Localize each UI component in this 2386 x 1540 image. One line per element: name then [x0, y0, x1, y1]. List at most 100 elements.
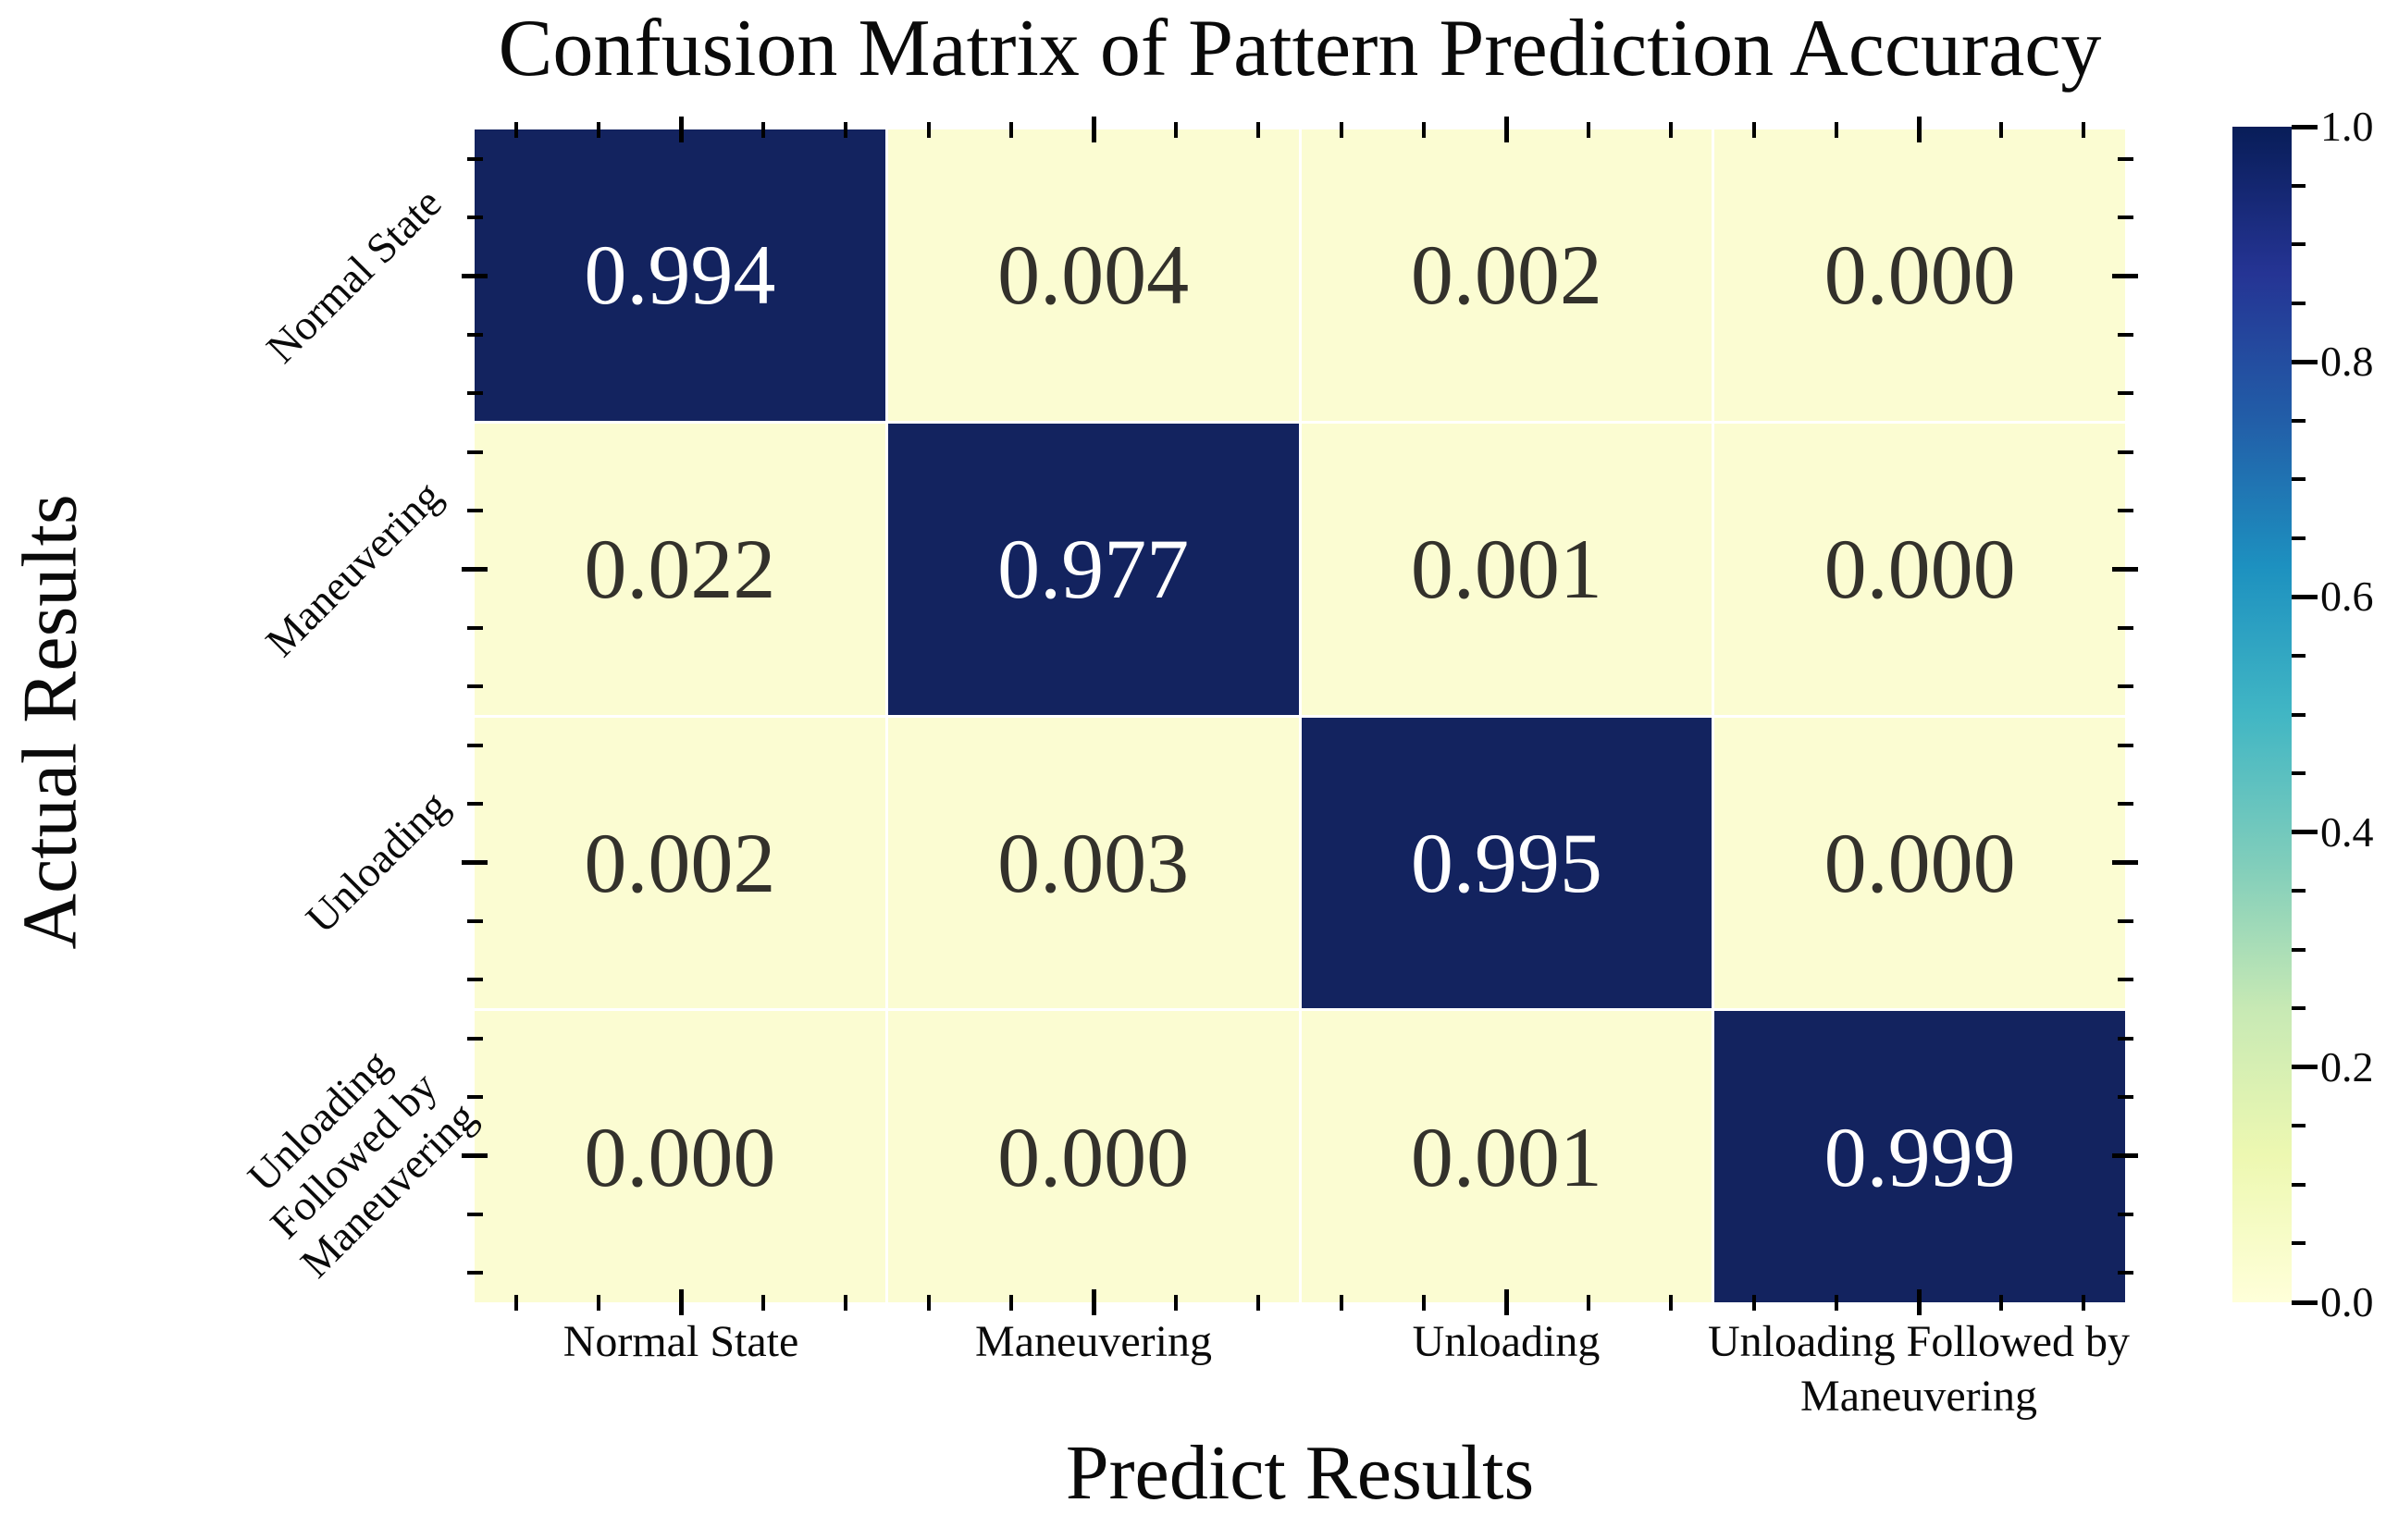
row-label: Normal State: [257, 179, 451, 373]
axis-tick: [1091, 1289, 1096, 1315]
axis-tick: [513, 121, 518, 138]
matrix-cell: 0.002: [1301, 129, 1712, 421]
matrix-cell: 0.000: [1714, 129, 2125, 421]
matrix-cell: 0.002: [475, 717, 885, 1009]
axis-tick: [2112, 860, 2138, 865]
axis-tick: [1834, 1294, 1838, 1311]
axis-tick: [2117, 625, 2133, 630]
matrix-cell: 0.999: [1714, 1011, 2125, 1302]
axis-tick: [1669, 1294, 1674, 1311]
colorbar-tick: [2292, 771, 2306, 776]
axis-tick: [1587, 1294, 1591, 1311]
colorbar-tick: [2292, 1241, 2306, 1246]
matrix-cell: 0.977: [887, 423, 1299, 715]
matrix-cell: 0.000: [1714, 423, 2125, 715]
colorbar-tick: [2292, 183, 2306, 188]
colorbar-tick-label: 0.6: [2320, 573, 2374, 621]
colorbar-tick: [2292, 242, 2306, 247]
colorbar-tick: [2292, 124, 2318, 129]
row-label: Maneuvering: [255, 472, 451, 666]
axis-tick: [2117, 1036, 2133, 1041]
axis-tick: [844, 1294, 848, 1311]
chart-title: Confusion Matrix of Pattern Prediction A…: [498, 4, 2102, 93]
axis-tick: [2112, 567, 2138, 572]
axis-tick: [1999, 121, 2004, 138]
axis-tick: [761, 121, 766, 138]
axis-tick: [2117, 156, 2133, 161]
axis-tick: [926, 121, 931, 138]
axis-tick: [462, 1153, 488, 1158]
axis-tick: [1174, 1294, 1179, 1311]
axis-tick: [1503, 117, 1509, 142]
axis-tick: [2117, 332, 2133, 337]
axis-tick: [466, 625, 483, 630]
axis-tick: [2117, 1212, 2133, 1216]
colorbar-tick: [2292, 889, 2306, 893]
axis-tick: [1503, 1289, 1509, 1315]
matrix-cell: 0.000: [887, 1011, 1299, 1302]
axis-tick: [2082, 121, 2086, 138]
colorbar-tick: [2292, 536, 2306, 540]
colorbar-tick: [2292, 712, 2306, 717]
axis-tick: [2117, 509, 2133, 513]
axis-tick: [1339, 1294, 1343, 1311]
x-axis-title: Predict Results: [1065, 1430, 1535, 1516]
axis-tick: [1669, 121, 1674, 138]
axis-tick: [466, 1036, 483, 1041]
heatmap-grid: 0.994 0.004 0.002 0.000 0.022 0.977 0.001 0.000…: [475, 129, 2125, 1302]
col-label: Maneuvering: [975, 1317, 1212, 1366]
axis-tick: [2117, 450, 2133, 454]
axis-tick: [466, 509, 483, 513]
axis-tick: [678, 117, 684, 142]
colorbar-tick: [2292, 418, 2306, 423]
axis-tick: [1999, 1294, 2004, 1311]
axis-tick: [466, 1095, 483, 1100]
colorbar-tick: [2292, 1182, 2306, 1187]
axis-tick: [761, 1294, 766, 1311]
axis-tick: [466, 978, 483, 982]
matrix-cell: 0.994: [475, 129, 885, 421]
axis-tick: [1421, 121, 1426, 138]
axis-tick: [466, 391, 483, 396]
axis-tick: [2117, 684, 2133, 689]
matrix-cell: 0.001: [1301, 1011, 1712, 1302]
axis-tick: [2082, 1294, 2086, 1311]
axis-tick: [1174, 121, 1179, 138]
axis-tick: [466, 802, 483, 807]
colorbar-tick: [2292, 1124, 2306, 1128]
y-axis-title: Actual Results: [6, 494, 93, 950]
axis-tick: [462, 860, 488, 865]
axis-tick: [466, 156, 483, 161]
axis-tick: [1587, 121, 1591, 138]
colorbar-tick: [2292, 653, 2306, 658]
axis-tick: [2117, 391, 2133, 396]
colorbar-tick: [2292, 1300, 2318, 1305]
matrix-cell: 0.995: [1301, 717, 1712, 1009]
axis-tick: [1916, 1289, 1922, 1315]
matrix-cell: 0.000: [475, 1011, 885, 1302]
colorbar-gradient: [2232, 127, 2292, 1302]
axis-tick: [513, 1294, 518, 1311]
axis-tick: [466, 743, 483, 747]
axis-tick: [1751, 1294, 1756, 1311]
axis-tick: [2117, 1271, 2133, 1275]
colorbar-tick-label: 0.4: [2320, 807, 2374, 856]
axis-tick: [678, 1289, 684, 1315]
axis-tick: [2117, 978, 2133, 982]
axis-tick: [1834, 121, 1838, 138]
axis-tick: [1091, 117, 1096, 142]
axis-tick: [466, 1212, 483, 1216]
colorbar-tick-label: 1.0: [2320, 103, 2374, 150]
axis-tick: [1008, 1294, 1013, 1311]
colorbar-tick: [2292, 1006, 2306, 1011]
matrix-cell: 0.003: [887, 717, 1299, 1009]
axis-tick: [466, 450, 483, 454]
axis-tick: [1339, 121, 1343, 138]
axis-tick: [466, 216, 483, 220]
axis-tick: [462, 274, 488, 278]
colorbar-tick: [2292, 301, 2306, 305]
axis-tick: [2117, 1095, 2133, 1100]
axis-tick: [1256, 121, 1261, 138]
colorbar-tick: [2292, 1065, 2318, 1070]
colorbar-tick-label: 0.0: [2320, 1278, 2374, 1325]
